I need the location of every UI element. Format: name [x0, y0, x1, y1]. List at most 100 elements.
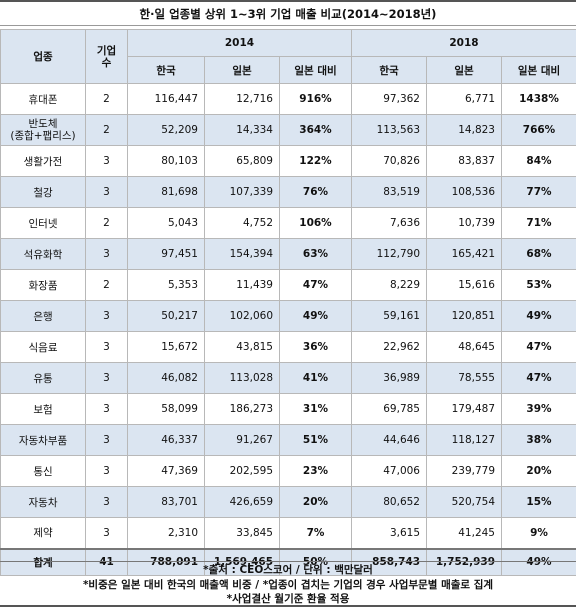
korea-2014-cell: 5,043	[127, 207, 205, 239]
korea-2018-cell: 80,652	[351, 486, 427, 518]
ratio-2018-cell: 1438%	[501, 83, 576, 115]
korea-2014-cell: 81,698	[127, 176, 205, 208]
ratio-2014-cell: 122%	[279, 145, 352, 177]
ratio-2014-cell: 41%	[279, 362, 352, 394]
japan-2014-cell: 186,273	[204, 393, 280, 425]
industry-cell: 유통	[0, 362, 86, 394]
industry-cell: 화장품	[0, 269, 86, 301]
count-cell: 2	[85, 83, 128, 115]
industry-cell: 인터넷	[0, 207, 86, 239]
japan-2014-cell: 14,334	[204, 114, 280, 146]
industry-cell: 철강	[0, 176, 86, 208]
ratio-2014-cell: 916%	[279, 83, 352, 115]
footnote-source: *출처 : CEO스코어 / 단위 : 백만달러	[203, 564, 373, 576]
korea-2018-cell: 7,636	[351, 207, 427, 239]
industry-cell: 석유화학	[0, 238, 86, 270]
count-cell: 3	[85, 238, 128, 270]
table-row: 은행 3 50,217 102,060 49% 59,161 120,851 4…	[0, 300, 576, 332]
table-row: 석유화학 3 97,451 154,394 63% 112,790 165,42…	[0, 238, 576, 270]
ratio-2014-cell: 106%	[279, 207, 352, 239]
ratio-2014-cell: 63%	[279, 238, 352, 270]
ratio-2014-cell: 51%	[279, 424, 352, 456]
table-row: 통신 3 47,369 202,595 23% 47,006 239,779 2…	[0, 455, 576, 487]
header-industry: 업종	[0, 29, 86, 84]
ratio-2018-cell: 68%	[501, 238, 576, 270]
table-row: 보험 3 58,099 186,273 31% 69,785 179,487 3…	[0, 393, 576, 425]
header-korea-2018: 한국	[351, 56, 427, 84]
industry-cell: 휴대폰	[0, 83, 86, 115]
japan-2018-cell: 48,645	[426, 331, 502, 363]
japan-2014-cell: 426,659	[204, 486, 280, 518]
japan-2014-cell: 12,716	[204, 83, 280, 115]
japan-2018-cell: 239,779	[426, 455, 502, 487]
ratio-2018-cell: 15%	[501, 486, 576, 518]
japan-2018-cell: 15,616	[426, 269, 502, 301]
industry-cell: 생활가전	[0, 145, 86, 177]
japan-2018-cell: 78,555	[426, 362, 502, 394]
industry-cell: 반도체 (종합+팹리스)	[0, 114, 86, 146]
korea-2018-cell: 8,229	[351, 269, 427, 301]
korea-2018-cell: 97,362	[351, 83, 427, 115]
ratio-2018-cell: 84%	[501, 145, 576, 177]
japan-2014-cell: 202,595	[204, 455, 280, 487]
korea-2018-cell: 59,161	[351, 300, 427, 332]
table-row: 자동차 3 83,701 426,659 20% 80,652 520,754 …	[0, 486, 576, 518]
header-year-2014: 2014	[127, 29, 352, 57]
table-row: 휴대폰 2 116,447 12,716 916% 97,362 6,771 1…	[0, 83, 576, 115]
korea-2014-cell: 46,082	[127, 362, 205, 394]
korea-2014-cell: 2,310	[127, 517, 205, 549]
japan-2018-cell: 165,421	[426, 238, 502, 270]
header-korea-2014: 한국	[127, 56, 205, 84]
korea-2014-cell: 58,099	[127, 393, 205, 425]
ratio-2014-cell: 49%	[279, 300, 352, 332]
japan-2018-cell: 179,487	[426, 393, 502, 425]
ratio-2018-cell: 766%	[501, 114, 576, 146]
ratio-2018-cell: 39%	[501, 393, 576, 425]
table-row: 식음료 3 15,672 43,815 36% 22,962 48,645 47…	[0, 331, 576, 363]
ratio-2018-cell: 20%	[501, 455, 576, 487]
japan-2014-cell: 65,809	[204, 145, 280, 177]
korea-2018-cell: 83,519	[351, 176, 427, 208]
header-count: 기업 수	[85, 29, 128, 84]
industry-cell: 자동차부품	[0, 424, 86, 456]
ratio-2014-cell: 76%	[279, 176, 352, 208]
japan-2018-cell: 118,127	[426, 424, 502, 456]
header-ratio-2014: 일본 대비	[279, 56, 352, 84]
count-cell: 2	[85, 114, 128, 146]
korea-2018-cell: 3,615	[351, 517, 427, 549]
korea-2018-cell: 69,785	[351, 393, 427, 425]
japan-2018-cell: 10,739	[426, 207, 502, 239]
table-row: 인터넷 2 5,043 4,752 106% 7,636 10,739 71%	[0, 207, 576, 239]
ratio-2014-cell: 23%	[279, 455, 352, 487]
header-japan-2018: 일본	[426, 56, 502, 84]
ratio-2014-cell: 7%	[279, 517, 352, 549]
japan-2014-cell: 33,845	[204, 517, 280, 549]
japan-2014-cell: 107,339	[204, 176, 280, 208]
ratio-2018-cell: 9%	[501, 517, 576, 549]
ratio-2018-cell: 77%	[501, 176, 576, 208]
table-row: 제약 3 2,310 33,845 7% 3,615 41,245 9%	[0, 517, 576, 549]
korea-2014-cell: 83,701	[127, 486, 205, 518]
header-year-2018: 2018	[351, 29, 576, 57]
ratio-2018-cell: 53%	[501, 269, 576, 301]
japan-2018-cell: 120,851	[426, 300, 502, 332]
industry-cell: 보험	[0, 393, 86, 425]
industry-line-1: 반도체	[28, 118, 58, 130]
industry-cell: 통신	[0, 455, 86, 487]
japan-2014-cell: 4,752	[204, 207, 280, 239]
korea-2018-cell: 112,790	[351, 238, 427, 270]
japan-2014-cell: 102,060	[204, 300, 280, 332]
count-cell: 3	[85, 362, 128, 394]
count-cell: 3	[85, 455, 128, 487]
table-row: 반도체 (종합+팹리스) 2 52,209 14,334 364% 113,563…	[0, 114, 576, 146]
korea-2018-cell: 47,006	[351, 455, 427, 487]
footnote-ratio: *비중은 일본 대비 한국의 매출액 비중 / *업종이 겹치는 기업의 경우 …	[82, 578, 494, 591]
korea-2014-cell: 116,447	[127, 83, 205, 115]
ratio-2018-cell: 71%	[501, 207, 576, 239]
japan-2018-cell: 6,771	[426, 83, 502, 115]
korea-2014-cell: 47,369	[127, 455, 205, 487]
korea-2018-cell: 36,989	[351, 362, 427, 394]
ratio-2018-cell: 47%	[501, 331, 576, 363]
table-row: 생활가전 3 80,103 65,809 122% 70,826 83,837 …	[0, 145, 576, 177]
japan-2018-cell: 108,536	[426, 176, 502, 208]
